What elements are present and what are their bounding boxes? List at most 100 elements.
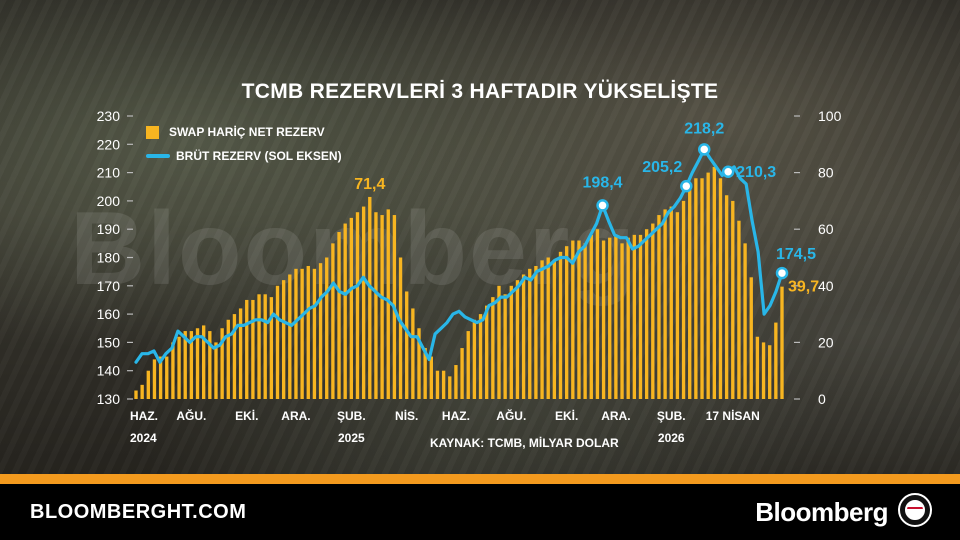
x-axis-tick-label: ARA.: [601, 409, 630, 423]
bar: [780, 286, 784, 399]
series-line-gross-reserve: [134, 147, 784, 364]
bar: [503, 294, 507, 399]
bar: [774, 322, 778, 399]
bar: [521, 274, 526, 399]
bar: [140, 384, 144, 399]
bar: [134, 390, 138, 399]
bar: [564, 246, 569, 399]
legend-line-swatch: [146, 154, 170, 158]
x-axis-year-label: 2025: [338, 431, 365, 445]
bar: [688, 186, 692, 399]
bar: [226, 319, 230, 399]
x-axis-tick-label: AĞU.: [496, 408, 526, 423]
bar: [220, 328, 224, 399]
right-axis-tick-label: 60: [818, 221, 834, 237]
bar: [355, 212, 360, 399]
bar: [448, 376, 452, 399]
left-axis-tick-label: 200: [97, 193, 121, 209]
bar: [737, 220, 741, 399]
left-axis-tick-label: 160: [97, 306, 121, 322]
bar: [411, 308, 415, 399]
x-axis-tick-label: ŞUB.: [657, 409, 686, 423]
bar: [509, 285, 513, 399]
bar: [202, 325, 206, 399]
right-axis-tick-label: 40: [818, 278, 834, 294]
bar: [146, 370, 150, 399]
bar: [288, 274, 292, 399]
right-axis-tick-label: 0: [818, 391, 826, 407]
footer-brand-logo: Bloomberg: [755, 497, 888, 527]
bar: [472, 319, 477, 399]
bar: [669, 206, 673, 399]
right-axis-tick-label: 20: [818, 334, 834, 350]
bar: [361, 206, 366, 399]
bar: [608, 237, 612, 399]
legend-label-net-reserve: SWAP HARİÇ NET REZERV: [169, 125, 325, 139]
bar: [589, 234, 593, 399]
bar: [632, 234, 637, 399]
line-callout-marker: [596, 199, 609, 212]
line-callout-marker: [697, 143, 711, 156]
bar: [152, 359, 157, 399]
left-axis-tick-label: 170: [97, 278, 121, 294]
bar: [534, 265, 538, 399]
bar: [214, 342, 218, 399]
left-axis-tick-label: 230: [97, 108, 121, 124]
bar: [281, 280, 286, 399]
bar-callout-label: 71,4: [354, 176, 385, 193]
bar: [294, 268, 298, 399]
bloomberg-ht-emblem-icon: [898, 493, 932, 527]
bar: [177, 336, 181, 399]
footer: BLOOMBERGHT.COM Bloomberg: [0, 474, 960, 540]
bar: [251, 299, 255, 399]
line-callout-label: 174,5: [776, 246, 816, 263]
line-callout-marker: [721, 165, 735, 179]
bar: [620, 243, 624, 399]
legend-bar-swatch: [146, 125, 159, 139]
bar: [694, 178, 698, 399]
right-axis-tick-label: 100: [818, 108, 842, 124]
bar: [245, 299, 249, 399]
footer-url-link[interactable]: BLOOMBERGHT.COM: [30, 501, 247, 523]
bar: [485, 305, 489, 399]
bar: [269, 297, 274, 399]
bar: [454, 365, 458, 399]
bar: [700, 178, 704, 399]
bar: [552, 260, 557, 399]
bar: [706, 172, 710, 399]
legend-item-gross-reserve: BRÜT REZERV (SOL EKSEN): [146, 144, 342, 168]
source-note: KAYNAK: TCMB, MİLYAR DOLAR: [430, 436, 619, 450]
chart: 130 140 150 160 170 180 190 200 210 220 230 0 20 40 60…: [97, 108, 842, 445]
x-axis-year-label: 2024: [130, 431, 157, 445]
line-callout-label: 210,3: [736, 164, 776, 181]
bar: [644, 229, 649, 399]
legend: SWAP HARİÇ NET REZERV BRÜT REZERV (SOL E…: [146, 120, 342, 168]
bar: [460, 348, 464, 399]
right-axis-tick-label: 80: [818, 165, 834, 181]
bar: [712, 166, 716, 399]
left-axis-tick-label: 190: [97, 221, 121, 237]
bar: [417, 328, 421, 399]
left-axis-tick-label: 220: [97, 136, 121, 152]
line-callout-label: 205,2: [642, 159, 682, 176]
bar: [755, 336, 760, 399]
legend-label-gross-reserve: BRÜT REZERV (SOL EKSEN): [176, 149, 342, 163]
bar: [718, 178, 723, 399]
bar: [675, 212, 680, 399]
bar: [743, 243, 747, 399]
bar: [546, 257, 550, 399]
bar: [724, 195, 729, 399]
legend-item-net-reserve: SWAP HARİÇ NET REZERV: [146, 120, 342, 144]
bar: [491, 297, 495, 399]
bar: [638, 234, 643, 399]
bar: [232, 314, 237, 399]
bar: [171, 342, 175, 399]
bar: [257, 294, 261, 399]
bar: [275, 285, 280, 399]
bar: [528, 268, 532, 399]
bar: [663, 209, 667, 399]
bar: [343, 223, 347, 399]
bar: [761, 342, 766, 399]
bar: [540, 260, 544, 399]
bar: [423, 348, 427, 399]
